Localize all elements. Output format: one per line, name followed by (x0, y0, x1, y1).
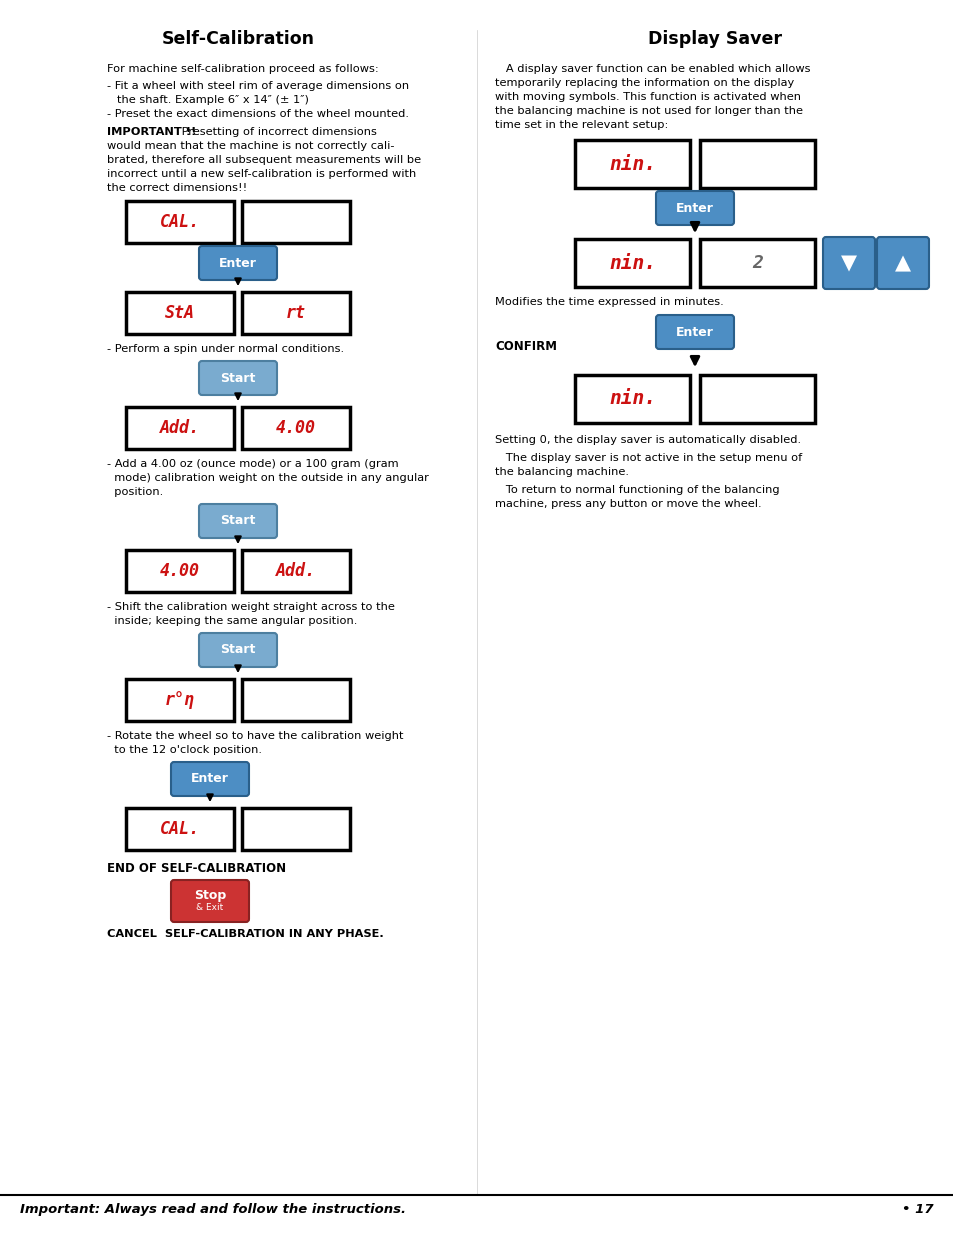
Text: Important: Always read and follow the instructions.: Important: Always read and follow the in… (20, 1203, 406, 1216)
Text: CANCEL  SELF-CALIBRATION IN ANY PHASE.: CANCEL SELF-CALIBRATION IN ANY PHASE. (107, 929, 383, 939)
Text: 2: 2 (751, 254, 762, 272)
Text: IMPORTANT !!: IMPORTANT !! (107, 127, 196, 137)
Text: incorrect until a new self-calibration is performed with: incorrect until a new self-calibration i… (107, 169, 416, 179)
Text: 4.00: 4.00 (160, 562, 200, 580)
Text: the balancing machine is not used for longer than the: the balancing machine is not used for lo… (495, 106, 802, 116)
Text: to the 12 o'clock position.: to the 12 o'clock position. (107, 745, 262, 755)
FancyBboxPatch shape (242, 291, 350, 333)
Text: Enter: Enter (191, 773, 229, 785)
Text: Presetting of incorrect dimensions: Presetting of incorrect dimensions (178, 127, 376, 137)
Text: - Shift the calibration weight straight across to the: - Shift the calibration weight straight … (107, 601, 395, 613)
Text: Add.: Add. (275, 562, 315, 580)
FancyBboxPatch shape (199, 361, 276, 395)
Text: Enter: Enter (676, 201, 713, 215)
FancyBboxPatch shape (575, 140, 689, 188)
FancyBboxPatch shape (242, 201, 350, 243)
Text: the shaft. Example 6″ x 14″ (± 1″): the shaft. Example 6″ x 14″ (± 1″) (117, 95, 309, 105)
Text: nin.: nin. (608, 389, 656, 409)
FancyBboxPatch shape (199, 634, 276, 667)
Text: Enter: Enter (676, 326, 713, 338)
Text: the correct dimensions!!: the correct dimensions!! (107, 183, 247, 193)
Text: mode) calibration weight on the outside in any angular: mode) calibration weight on the outside … (107, 473, 429, 483)
Text: brated, therefore all subsequent measurements will be: brated, therefore all subsequent measure… (107, 156, 420, 165)
FancyBboxPatch shape (126, 291, 233, 333)
Text: • 17: • 17 (902, 1203, 933, 1216)
Text: inside; keeping the same angular position.: inside; keeping the same angular positio… (107, 616, 357, 626)
FancyBboxPatch shape (126, 808, 233, 850)
Text: Modifies the time expressed in minutes.: Modifies the time expressed in minutes. (495, 296, 723, 308)
Text: CONFIRM: CONFIRM (495, 340, 557, 353)
FancyBboxPatch shape (242, 808, 350, 850)
Text: temporarily replacing the information on the display: temporarily replacing the information on… (495, 78, 794, 88)
FancyBboxPatch shape (126, 408, 233, 450)
FancyBboxPatch shape (656, 315, 733, 350)
Text: ▼: ▼ (841, 253, 856, 273)
Text: For machine self-calibration proceed as follows:: For machine self-calibration proceed as … (107, 64, 378, 74)
Text: - Perform a spin under normal conditions.: - Perform a spin under normal conditions… (107, 345, 344, 354)
Text: Self-Calibration: Self-Calibration (161, 30, 314, 48)
Text: StA: StA (165, 304, 194, 322)
FancyBboxPatch shape (126, 201, 233, 243)
Text: To return to normal functioning of the balancing: To return to normal functioning of the b… (495, 485, 779, 495)
Text: - Add a 4.00 oz (ounce mode) or a 100 gram (gram: - Add a 4.00 oz (ounce mode) or a 100 gr… (107, 459, 398, 469)
Text: machine, press any button or move the wheel.: machine, press any button or move the wh… (495, 499, 760, 509)
FancyBboxPatch shape (700, 375, 814, 424)
Text: would mean that the machine is not correctly cali-: would mean that the machine is not corre… (107, 141, 395, 151)
FancyBboxPatch shape (575, 375, 689, 424)
Text: CAL.: CAL. (160, 212, 200, 231)
Text: Enter: Enter (219, 257, 256, 269)
Text: Stop: Stop (193, 889, 226, 903)
Text: CAL.: CAL. (160, 820, 200, 839)
Text: - Rotate the wheel so to have the calibration weight: - Rotate the wheel so to have the calibr… (107, 731, 403, 741)
FancyBboxPatch shape (876, 237, 928, 289)
FancyBboxPatch shape (199, 504, 276, 538)
Text: time set in the relevant setup:: time set in the relevant setup: (495, 120, 668, 130)
Text: - Preset the exact dimensions of the wheel mounted.: - Preset the exact dimensions of the whe… (107, 109, 409, 119)
Text: Add.: Add. (160, 419, 200, 437)
FancyBboxPatch shape (700, 140, 814, 188)
FancyBboxPatch shape (171, 881, 249, 923)
Text: rt: rt (286, 304, 306, 322)
Text: the balancing machine.: the balancing machine. (495, 467, 628, 477)
Text: ▲: ▲ (894, 253, 910, 273)
FancyBboxPatch shape (171, 762, 249, 797)
Text: Start: Start (220, 515, 255, 527)
Text: r°η: r°η (165, 692, 194, 709)
Text: position.: position. (107, 487, 163, 496)
FancyBboxPatch shape (242, 408, 350, 450)
FancyBboxPatch shape (575, 240, 689, 287)
Text: Setting 0, the display saver is automatically disabled.: Setting 0, the display saver is automati… (495, 435, 801, 445)
Text: Display Saver: Display Saver (647, 30, 781, 48)
Text: END OF SELF-CALIBRATION: END OF SELF-CALIBRATION (107, 862, 286, 876)
Text: Start: Start (220, 372, 255, 384)
FancyBboxPatch shape (199, 246, 276, 280)
FancyBboxPatch shape (126, 679, 233, 721)
FancyBboxPatch shape (242, 550, 350, 592)
FancyBboxPatch shape (822, 237, 874, 289)
Text: with moving symbols. This function is activated when: with moving symbols. This function is ac… (495, 91, 801, 103)
Text: The display saver is not active in the setup menu of: The display saver is not active in the s… (495, 453, 801, 463)
FancyBboxPatch shape (242, 679, 350, 721)
Text: nin.: nin. (608, 253, 656, 273)
FancyBboxPatch shape (126, 550, 233, 592)
Text: A display saver function can be enabled which allows: A display saver function can be enabled … (495, 64, 810, 74)
Text: - Fit a wheel with steel rim of average dimensions on: - Fit a wheel with steel rim of average … (107, 82, 409, 91)
FancyBboxPatch shape (700, 240, 814, 287)
Text: nin.: nin. (608, 154, 656, 173)
Text: & Exit: & Exit (196, 904, 223, 913)
Text: 4.00: 4.00 (275, 419, 315, 437)
FancyBboxPatch shape (656, 191, 733, 225)
Text: Start: Start (220, 643, 255, 657)
